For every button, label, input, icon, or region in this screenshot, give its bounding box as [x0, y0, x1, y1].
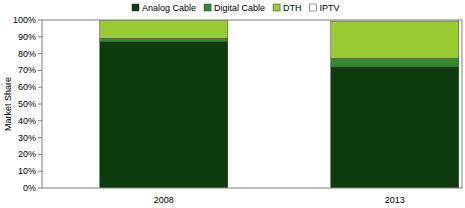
bars	[100, 20, 459, 188]
legend-swatch	[273, 4, 280, 11]
x-tick-label: 2008	[154, 195, 174, 205]
legend-label: Digital Cable	[214, 3, 265, 13]
legend-swatch	[310, 4, 317, 11]
x-tick-label: 2013	[385, 195, 405, 205]
y-tick-label: 100%	[13, 15, 36, 25]
legend-swatch	[132, 4, 139, 11]
y-tick-label: 0%	[23, 183, 36, 193]
y-tick	[38, 87, 42, 88]
legend-label: DTH	[283, 3, 302, 13]
legend: Analog Cable Digital Cable DTH IPTV	[132, 3, 340, 13]
y-tick	[38, 70, 42, 71]
y-tick-label: 50%	[18, 99, 36, 109]
legend-swatch	[204, 4, 211, 11]
y-tick	[38, 171, 42, 172]
y-tick-label: 80%	[18, 49, 36, 59]
bar-segment	[331, 22, 459, 59]
bar-segment	[331, 67, 459, 188]
legend-label: IPTV	[320, 3, 340, 13]
y-tick	[38, 120, 42, 121]
y-tick-label: 20%	[18, 149, 36, 159]
y-tick	[38, 154, 42, 155]
y-tick	[38, 137, 42, 138]
y-tick-label: 70%	[18, 65, 36, 75]
y-tick-label: 40%	[18, 116, 36, 126]
y-tick	[38, 36, 42, 37]
y-axis-label: Market Share	[3, 77, 13, 131]
y-tick	[38, 188, 42, 189]
bar-segment	[100, 42, 228, 188]
bar-segment	[331, 59, 459, 67]
plot-frame	[42, 20, 462, 188]
y-tick-label: 60%	[18, 82, 36, 92]
y-tick	[38, 104, 42, 105]
y-tick	[38, 20, 42, 21]
y-tick-label: 90%	[18, 32, 36, 42]
legend-label: Analog Cable	[142, 3, 196, 13]
y-tick-label: 10%	[18, 166, 36, 176]
y-tick	[38, 53, 42, 54]
bar-segment	[100, 38, 228, 41]
y-tick-label: 30%	[18, 133, 36, 143]
chart: 0% 10% 20% 30% 40% 50% 60% 70% 80% 90% 100% 2008 201…	[0, 0, 465, 208]
bar-segment	[100, 20, 228, 38]
